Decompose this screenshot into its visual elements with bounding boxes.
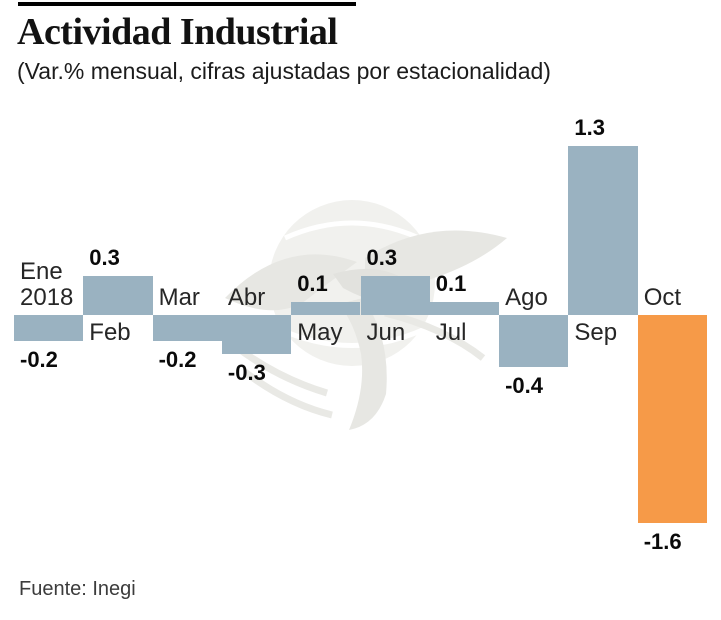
month-label-abr: Abr xyxy=(227,283,266,311)
bar-mar xyxy=(152,315,222,341)
value-label-jun: 0.3 xyxy=(366,245,398,270)
bar-feb xyxy=(83,276,153,315)
bar-sep xyxy=(568,146,638,315)
value-label-ago: -0.4 xyxy=(505,373,544,398)
chart-subtitle: (Var.% mensual, cifras ajustadas por est… xyxy=(17,58,551,84)
month-label-jun: Jun xyxy=(366,319,406,346)
bar-oct xyxy=(637,315,707,523)
value-label-jul: 0.1 xyxy=(435,271,467,296)
chart-title: Actividad Industrial xyxy=(17,11,338,53)
month-label-mar: Mar xyxy=(158,283,200,311)
value-label-may: 0.1 xyxy=(297,271,328,296)
month-label-oct: Oct xyxy=(643,283,682,311)
bar-ene xyxy=(14,315,84,341)
month-label-feb: Feb xyxy=(89,319,131,346)
month-label-jul: Jul xyxy=(435,319,467,346)
value-label-feb: 0.3 xyxy=(89,245,120,270)
value-label-ene: -0.2 xyxy=(20,347,58,372)
bar-jul xyxy=(429,302,500,315)
bar-jun xyxy=(360,276,430,315)
bar-may xyxy=(291,302,361,315)
top-rule xyxy=(18,2,356,6)
month-label-ene: Ene 2018 xyxy=(20,258,74,311)
value-label-abr: -0.3 xyxy=(227,360,266,385)
value-label-sep: 1.3 xyxy=(574,115,605,140)
bar-ago xyxy=(499,315,569,367)
value-label-mar: -0.2 xyxy=(158,347,197,372)
bar-abr xyxy=(221,315,292,354)
month-label-ago: Ago xyxy=(505,283,548,311)
month-label-may: May xyxy=(297,319,343,346)
value-label-oct: -1.6 xyxy=(643,529,682,554)
source-note: Fuente: Inegi xyxy=(19,578,136,600)
month-label-sep: Sep xyxy=(574,319,618,346)
